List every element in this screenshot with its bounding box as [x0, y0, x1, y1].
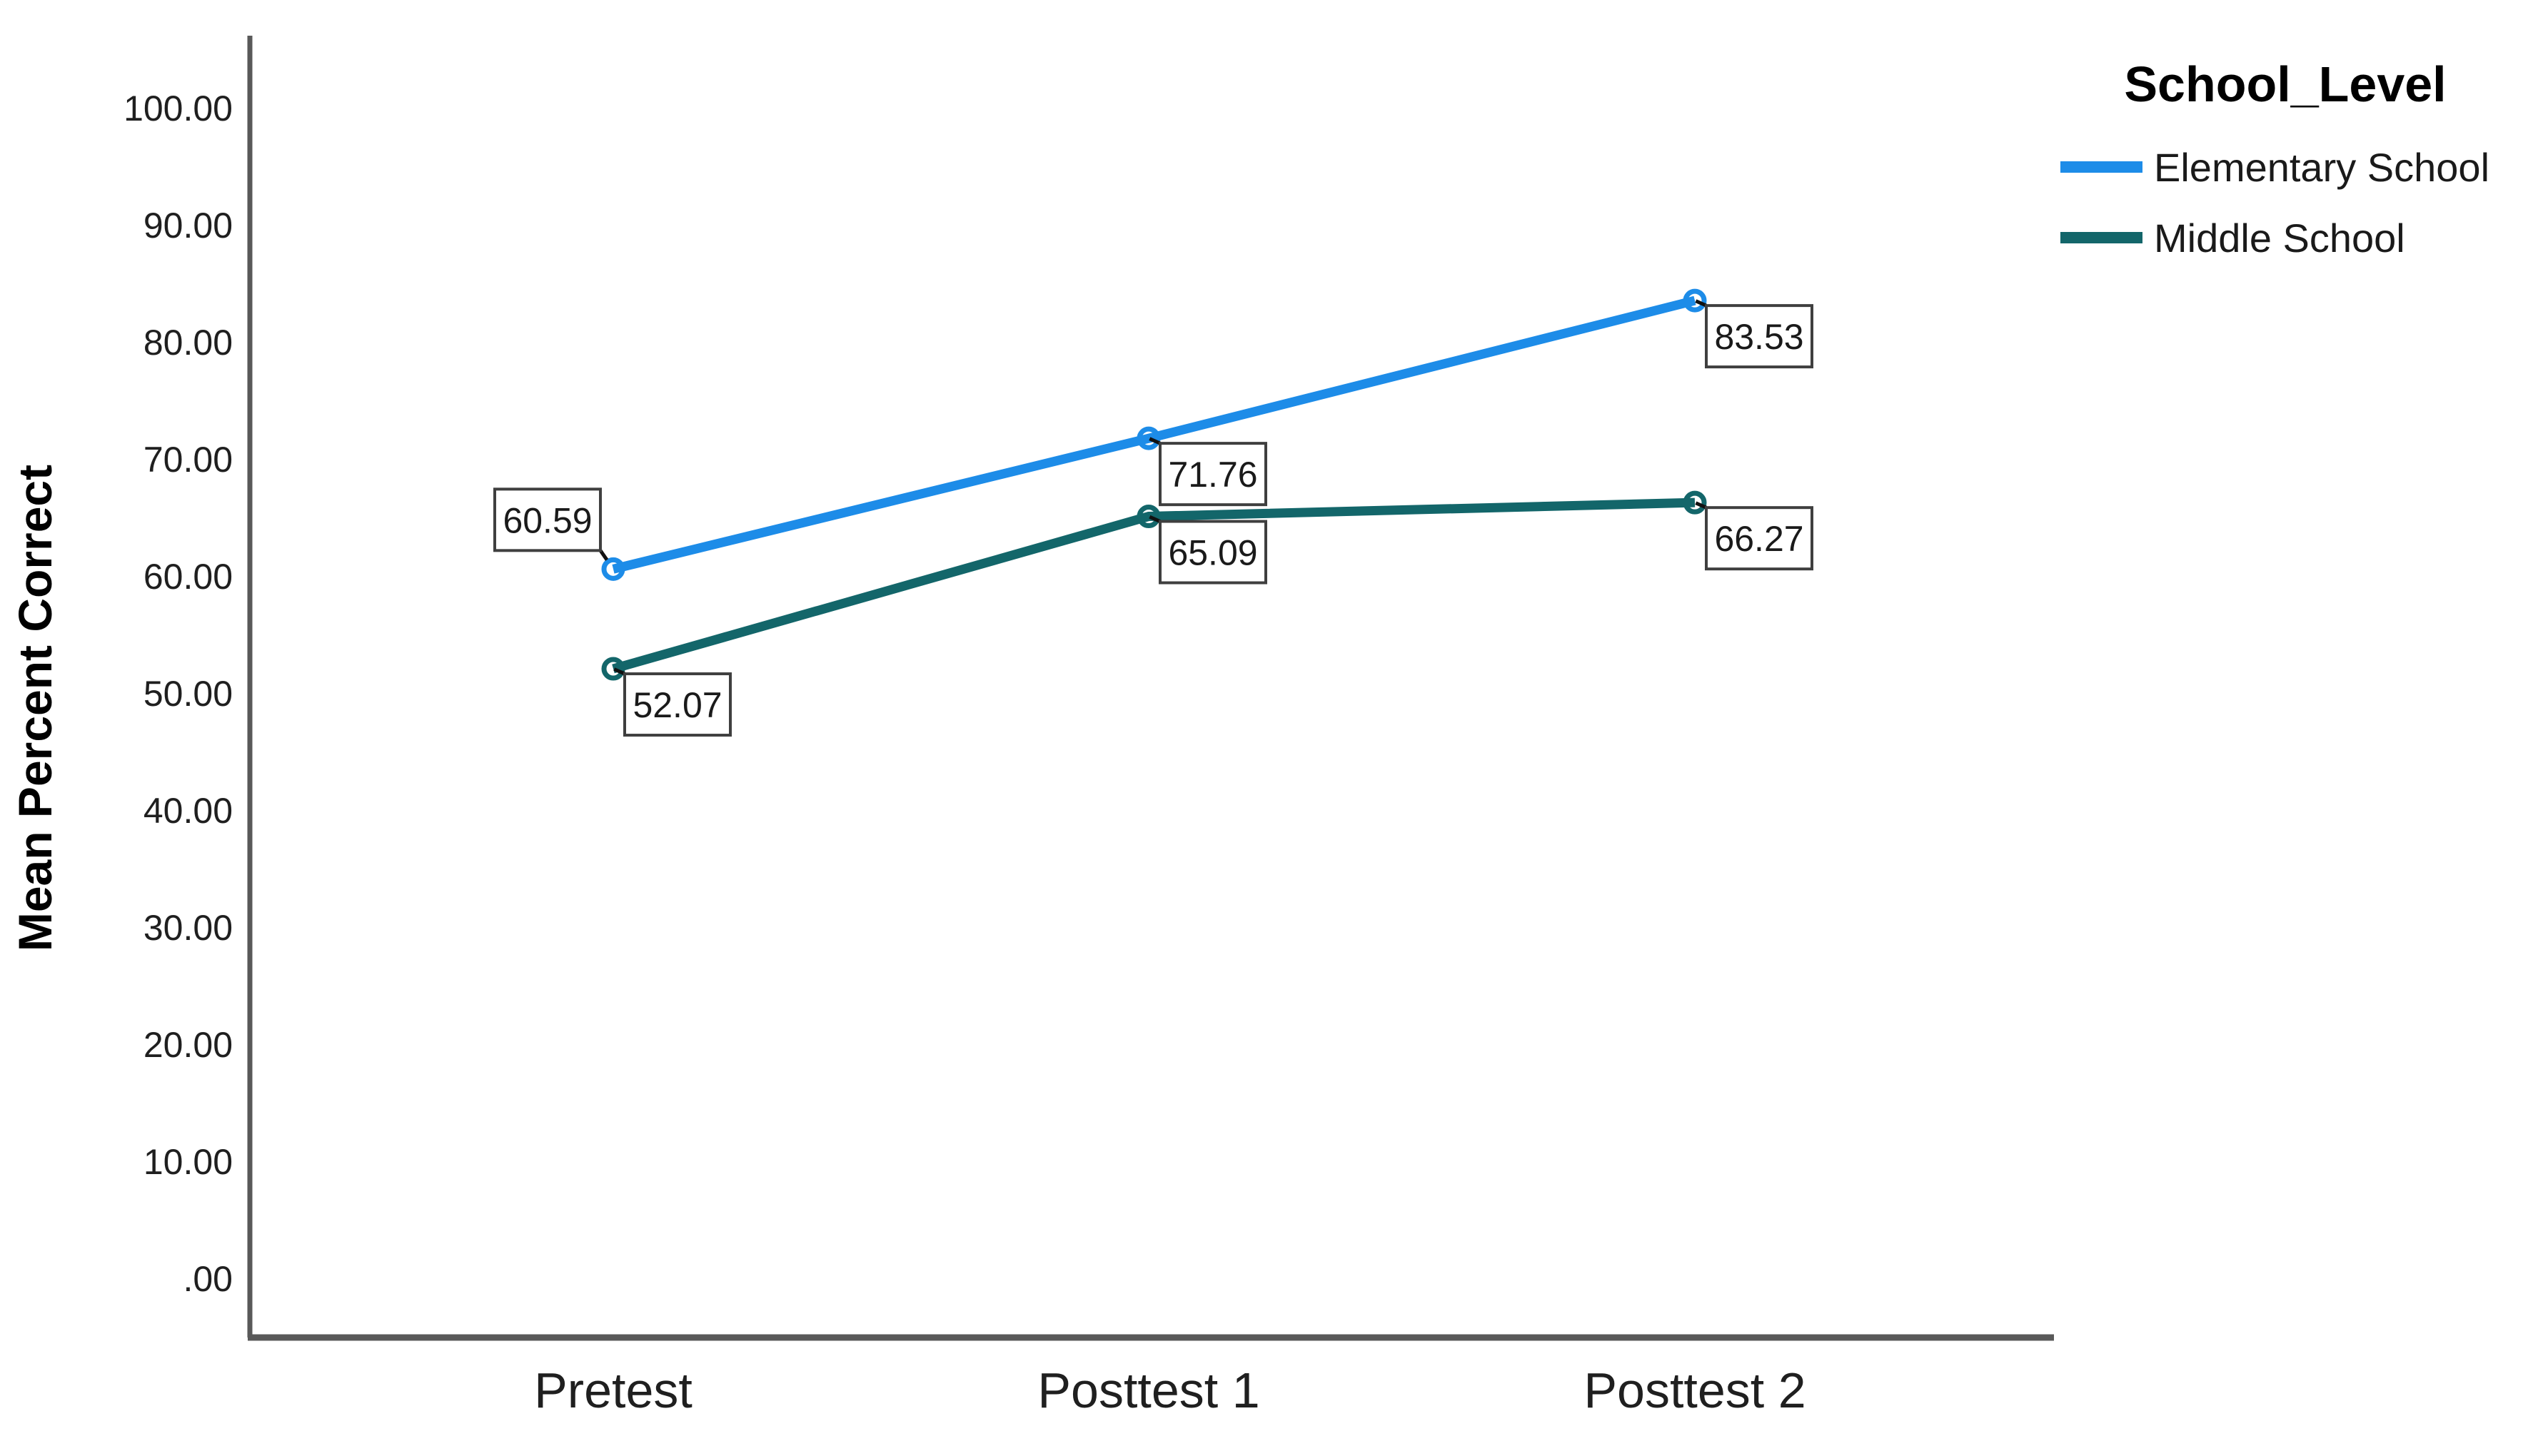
y-tick-label: 60.00 [143, 557, 233, 597]
legend-title: School_Level [2124, 56, 2446, 112]
y-axis-title: Mean Percent Correct [9, 465, 61, 951]
y-tick-label: 80.00 [143, 323, 233, 363]
legend-item-elementary-school: Elementary School [2154, 145, 2489, 190]
y-tick-label: 20.00 [143, 1025, 233, 1065]
data-label-box-middle-school-0 [623, 672, 732, 737]
data-label-value: 71.76 [1168, 455, 1257, 495]
data-label-box-middle-school-1 [1159, 520, 1267, 585]
series-line-middle-school [612, 497, 1696, 674]
data-label-box-elementary-school-1 [1159, 442, 1267, 507]
y-tick-label: 40.00 [143, 791, 233, 831]
legend-item-middle-school: Middle School [2154, 216, 2405, 261]
data-label-leader [1695, 299, 1708, 308]
data-label-leader [1149, 515, 1162, 523]
data-label-leader [1149, 437, 1162, 445]
data-label-value: 83.53 [1714, 317, 1803, 357]
y-tick-label: 90.00 [143, 206, 233, 246]
data-label-leader [598, 549, 609, 561]
x-category-label-pretest: Pretest [534, 1363, 693, 1418]
series-line-elementary-school [612, 295, 1696, 574]
data-label-leader [1695, 501, 1708, 510]
legend-swatch-middle-school [2060, 232, 2142, 243]
legend-swatch-elementary-school [2060, 161, 2142, 173]
data-label-leader [613, 667, 626, 676]
x-category-label-posttest-2: Posttest 2 [1583, 1363, 1806, 1418]
x-category-label-posttest-1: Posttest 1 [1037, 1363, 1259, 1418]
y-tick-label: .00 [183, 1259, 233, 1299]
data-label-box-elementary-school-0 [493, 487, 602, 552]
y-tick-label: 100.00 [124, 89, 233, 128]
data-label-value: 60.59 [503, 500, 592, 540]
y-tick-label: 70.00 [143, 440, 233, 480]
y-tick-label: 50.00 [143, 674, 233, 714]
data-label-box-elementary-school-2 [1705, 304, 1813, 369]
data-label-value: 66.27 [1714, 519, 1803, 559]
y-tick-label: 10.00 [143, 1142, 233, 1182]
y-tick-label: 30.00 [143, 908, 233, 948]
data-label-value: 65.09 [1168, 533, 1257, 573]
data-label-value: 52.07 [633, 685, 722, 725]
data-label-box-middle-school-2 [1705, 506, 1813, 571]
